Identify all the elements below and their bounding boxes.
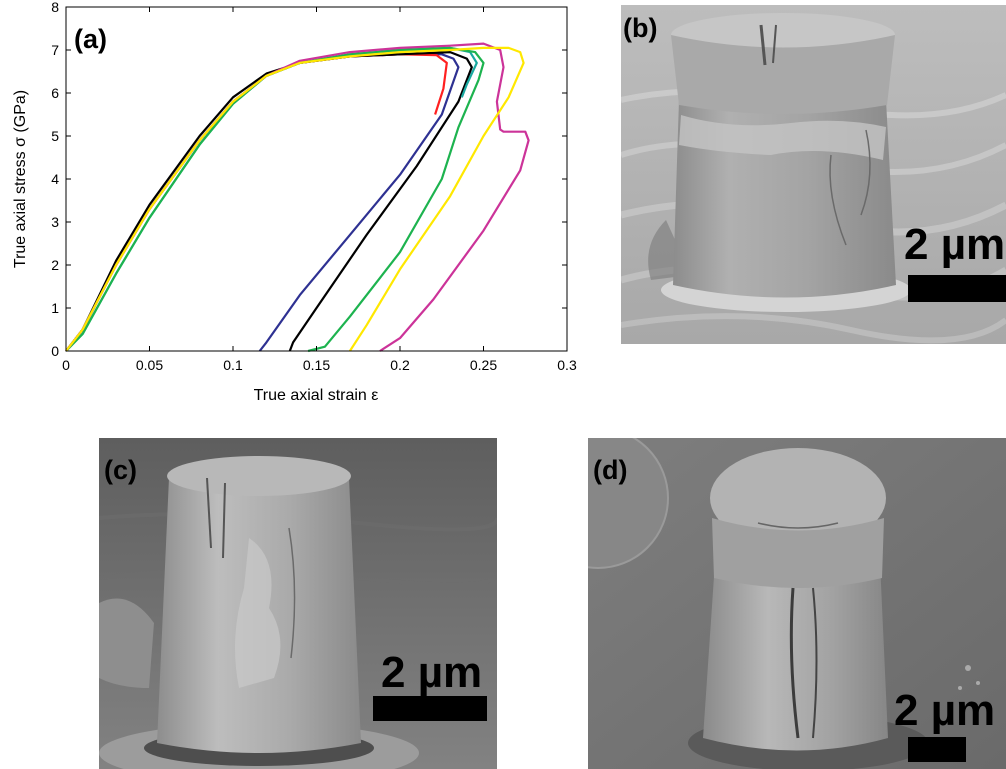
y-tick-label: 8 [51, 0, 59, 15]
scale-bar-c [373, 696, 487, 721]
series-line-3 [65, 51, 473, 352]
sem-image-d [588, 438, 1006, 769]
y-axis-label: True axial stress σ (GPa) [12, 90, 29, 268]
scale-bar-label-b: 2 µm [904, 220, 1006, 269]
x-tick-label: 0 [62, 357, 70, 373]
panel-label-c: (c) [104, 455, 137, 485]
x-tick-label: 0.15 [303, 357, 330, 373]
panel-a: 0 0.05 0.1 0.15 0.2 0.25 0.3 0 1 2 3 4 5 6 7 8 True ax… [0, 0, 590, 420]
series-line-6 [65, 42, 530, 352]
x-tick-label: 0.3 [557, 357, 577, 373]
panel-label-b: (b) [623, 13, 658, 43]
y-tick-label: 3 [51, 214, 59, 230]
panel-c: (c) 2 µm [99, 438, 497, 769]
scale-bar-label-c: 2 µm [381, 648, 483, 697]
y-tick-label: 5 [51, 128, 59, 144]
series-line-5 [65, 46, 485, 353]
panel-d: (d) 2 µm [588, 438, 1006, 769]
stress-strain-chart: 0 0.05 0.1 0.15 0.2 0.25 0.3 0 1 2 3 4 5 6 7 8 True ax… [12, 0, 577, 404]
x-tick-label: 0.05 [136, 357, 163, 373]
scale-bar-b [908, 275, 1006, 302]
x-tick-label: 0.1 [223, 357, 243, 373]
y-tick-label: 0 [51, 343, 59, 359]
x-tick-label: 0.2 [390, 357, 410, 373]
x-tick-label: 0.25 [470, 357, 497, 373]
series-line-4 [65, 46, 478, 352]
x-axis-label: True axial strain ε [254, 387, 379, 404]
series-line-1 [65, 53, 460, 352]
panel-b: (b) 2 µm [621, 5, 1006, 344]
y-tick-label: 7 [51, 42, 59, 58]
y-tick-label: 1 [51, 300, 59, 316]
panel-label-a: (a) [74, 24, 107, 54]
scale-bar-label-d: 2 µm [894, 686, 996, 735]
y-tick-label: 2 [51, 257, 59, 273]
y-tick-label: 4 [51, 171, 59, 187]
series-line-7 [65, 46, 525, 352]
sem-image-c [99, 438, 497, 769]
y-tick-label: 6 [51, 85, 59, 101]
scale-bar-d [908, 737, 966, 762]
panel-label-d: (d) [593, 455, 628, 485]
